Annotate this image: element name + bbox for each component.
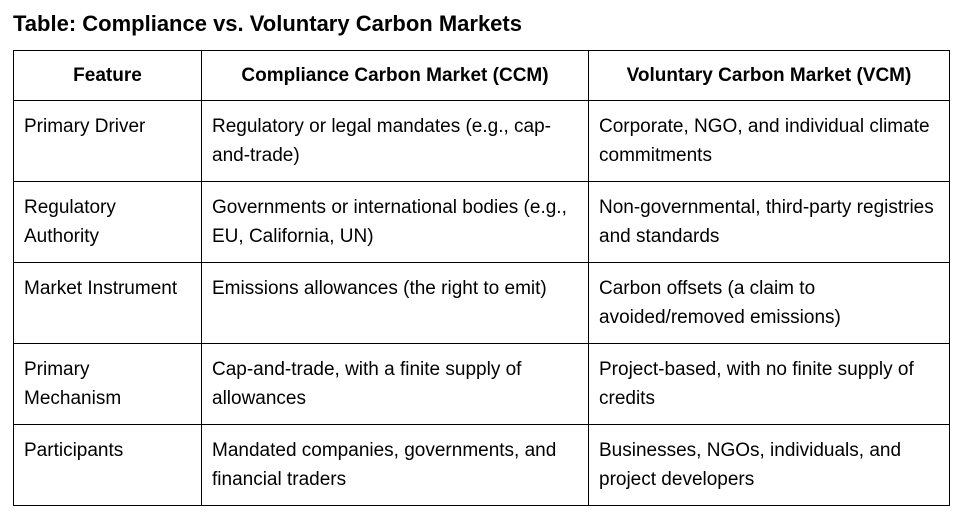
header-vcm: Voluntary Carbon Market (VCM)	[588, 50, 950, 101]
vcm-cell: Carbon offsets (a claim to avoided/remov…	[588, 262, 950, 344]
feature-cell: Participants	[13, 424, 202, 506]
ccm-cell: Mandated companies, governments, and fin…	[201, 424, 589, 506]
ccm-cell: Regulatory or legal mandates (e.g., cap-…	[201, 100, 589, 182]
table-row: Regulatory Authority Governments or inte…	[13, 181, 950, 263]
table-row: Primary Mechanism Cap-and-trade, with a …	[13, 343, 950, 425]
table-row: Participants Mandated companies, governm…	[13, 424, 950, 506]
table-row: Market Instrument Emissions allowances (…	[13, 262, 950, 344]
vcm-cell: Non-governmental, third-party registries…	[588, 181, 950, 263]
ccm-cell: Governments or international bodies (e.g…	[201, 181, 589, 263]
header-feature: Feature	[13, 50, 202, 101]
comparison-table: Feature Compliance Carbon Market (CCM) V…	[13, 50, 950, 506]
feature-cell: Market Instrument	[13, 262, 202, 344]
ccm-cell: Emissions allowances (the right to emit)	[201, 262, 589, 344]
feature-cell: Primary Driver	[13, 100, 202, 182]
table-header-row: Feature Compliance Carbon Market (CCM) V…	[13, 50, 950, 101]
table-row: Primary Driver Regulatory or legal manda…	[13, 100, 950, 182]
vcm-cell: Corporate, NGO, and individual climate c…	[588, 100, 950, 182]
feature-cell: Regulatory Authority	[13, 181, 202, 263]
ccm-cell: Cap-and-trade, with a finite supply of a…	[201, 343, 589, 425]
vcm-cell: Project-based, with no finite supply of …	[588, 343, 950, 425]
header-ccm: Compliance Carbon Market (CCM)	[201, 50, 589, 101]
page-title: Table: Compliance vs. Voluntary Carbon M…	[13, 11, 522, 36]
feature-cell: Primary Mechanism	[13, 343, 202, 425]
vcm-cell: Businesses, NGOs, individuals, and proje…	[588, 424, 950, 506]
